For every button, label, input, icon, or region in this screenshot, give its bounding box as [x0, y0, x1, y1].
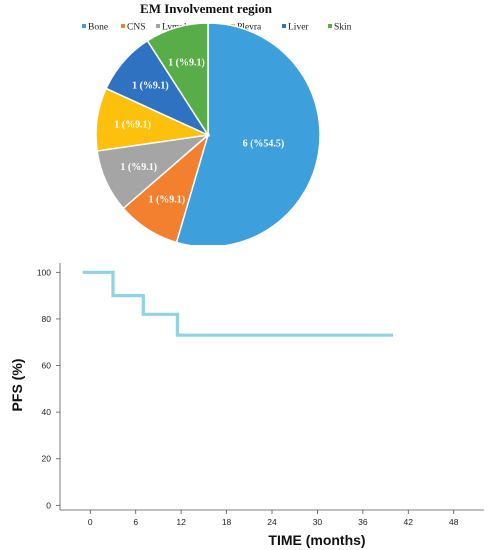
km-step-line — [82, 270, 394, 337]
x-ticks: 0 6 12 18 24 30 36 42 48 — [88, 510, 459, 527]
pie-slice-bone — [175, 22, 321, 245]
pie-labels: 6 (%54.5) 1 (%9.1) 1 (%9.1) 1 (%9.1) 1 (%9.1… — [114, 57, 284, 205]
slice-label-cns: 1 (%9.1) — [148, 195, 185, 206]
y-tick-label: 40 — [42, 407, 52, 417]
legend-swatch — [156, 24, 160, 28]
x-tick-label: 0 — [88, 517, 93, 527]
legend-swatch — [282, 24, 286, 28]
x-tick-label: 42 — [404, 517, 414, 527]
y-tick-label: 20 — [42, 454, 52, 464]
legend-label: Plevra — [237, 23, 262, 33]
y-axis-title: PFS (%) — [9, 359, 25, 412]
slice-label-lymph-node: 1 (%9.1) — [120, 162, 157, 173]
slice-label-bone: 6 (%54.5) — [243, 139, 285, 150]
y-tick-label: 60 — [42, 361, 52, 371]
legend-label: Skin — [334, 23, 352, 33]
x-tick-label: 48 — [449, 517, 459, 527]
legend-item-skin: Skin — [328, 23, 352, 33]
legend-item-liver: Liver — [282, 23, 309, 33]
x-tick-label: 24 — [267, 517, 277, 527]
slice-label-liver: 1 (%9.1) — [132, 81, 169, 92]
slice-label-plevra: 1 (%9.1) — [114, 120, 151, 131]
legend-label: CNS — [127, 23, 145, 33]
y-tick-label: 80 — [42, 314, 52, 324]
legend-swatch — [82, 24, 86, 28]
legend-item-bone: Bone — [82, 23, 108, 33]
y-tick-label: 0 — [46, 500, 51, 510]
km-series — [82, 270, 394, 337]
x-tick-label: 12 — [176, 517, 186, 527]
x-tick-label: 36 — [358, 517, 368, 527]
y-tick-label: 100 — [37, 267, 51, 277]
pie-chart: EM Involvement region BoneCNSLymph nodeP… — [82, 1, 352, 245]
x-tick-label: 6 — [133, 517, 138, 527]
legend-swatch — [121, 24, 125, 28]
slice-label-skin: 1 (%9.1) — [168, 57, 205, 68]
pie-slices — [95, 22, 321, 245]
legend-label: Bone — [88, 23, 108, 33]
legend-swatch — [328, 24, 332, 28]
y-ticks: 0 20 40 60 80 100 — [37, 267, 60, 510]
legend-item-cns: CNS — [121, 23, 145, 33]
pie-title: EM Involvement region — [140, 1, 273, 16]
x-tick-label: 18 — [222, 517, 232, 527]
x-axis-title: TIME (months) — [268, 532, 365, 548]
legend-label: Liver — [288, 23, 309, 33]
x-tick-label: 30 — [313, 517, 323, 527]
pie-slice-skin — [146, 22, 209, 138]
km-chart: 0 20 40 60 80 100 0 6 12 18 24 30 36 42 48 PFS (%) TI… — [9, 263, 484, 548]
